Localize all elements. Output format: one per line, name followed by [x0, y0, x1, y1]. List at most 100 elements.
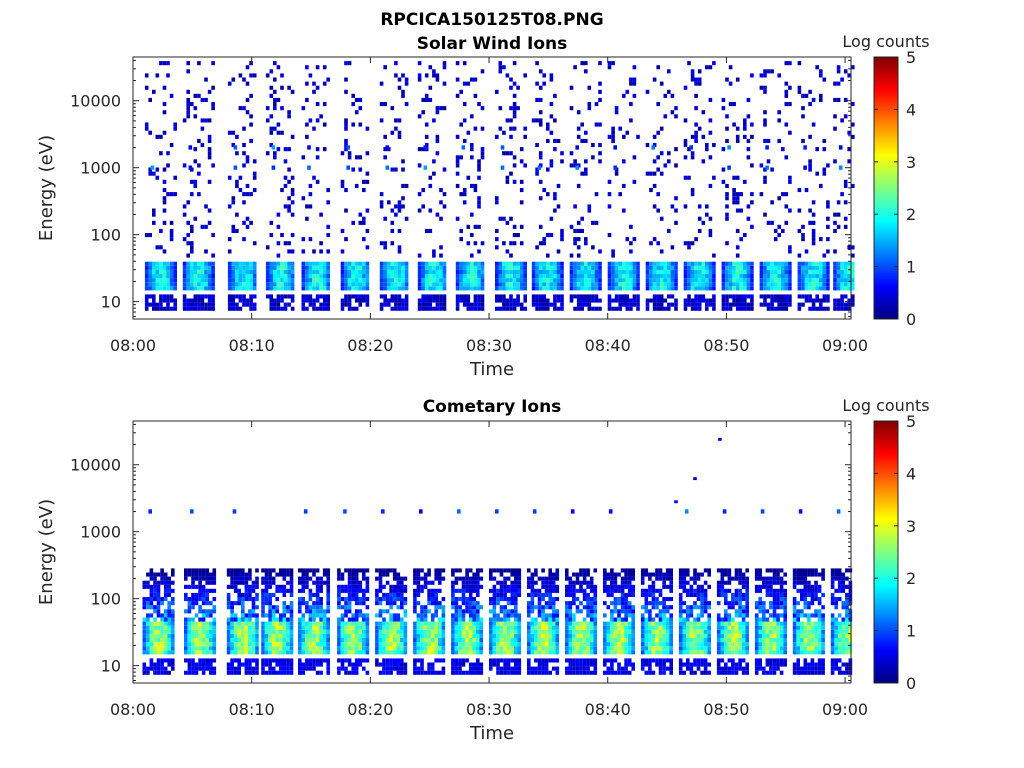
- heatmap-cell: [572, 584, 576, 589]
- heatmap-cell: [455, 269, 460, 274]
- heatmap-cell: [249, 192, 253, 197]
- heatmap-cell: [811, 237, 816, 242]
- heatmap-cell: [358, 642, 363, 647]
- heatmap-cell: [193, 294, 198, 299]
- heatmap-cell: [579, 658, 583, 663]
- heatmap-cell: [808, 265, 812, 270]
- heatmap-cell: [354, 621, 359, 626]
- heatmap-cell: [451, 670, 455, 675]
- heatmap-cell: [155, 261, 160, 266]
- heatmap-cell: [226, 642, 231, 647]
- heatmap-cell: [565, 568, 569, 573]
- heatmap-cell: [468, 580, 473, 585]
- heatmap-cell: [556, 294, 561, 299]
- heatmap-cell: [614, 306, 619, 311]
- heatmap-cell: [326, 278, 330, 283]
- heatmap-cell: [326, 188, 330, 193]
- heatmap-cell: [527, 642, 531, 647]
- heatmap-cell: [163, 666, 168, 671]
- heatmap-cell: [290, 294, 295, 299]
- heatmap-cell: [378, 670, 383, 675]
- heatmap-cell: [413, 588, 417, 593]
- heatmap-cell: [156, 592, 161, 597]
- heatmap-cell: [315, 155, 320, 160]
- heatmap-cell: [305, 122, 309, 127]
- heatmap-cell: [523, 269, 527, 274]
- heatmap-cell: [694, 130, 698, 135]
- heatmap-cell: [144, 302, 149, 307]
- heatmap-cell: [763, 175, 767, 180]
- heatmap-cell: [607, 265, 612, 270]
- heatmap-cell: [282, 658, 287, 663]
- heatmap-cell: [438, 633, 442, 638]
- heatmap-cell: [568, 638, 573, 643]
- heatmap-cell: [231, 269, 236, 274]
- heatmap-cell: [428, 208, 433, 213]
- heatmap-cell: [614, 286, 619, 291]
- heatmap-cell: [645, 274, 650, 279]
- heatmap-cell: [144, 306, 149, 311]
- heatmap-cell: [378, 568, 383, 573]
- heatmap-cell: [194, 592, 199, 597]
- heatmap-cell: [204, 224, 208, 229]
- heatmap-cell: [421, 302, 425, 307]
- heatmap-cell: [670, 274, 675, 279]
- heatmap-cell: [365, 265, 370, 270]
- heatmap-cell: [517, 629, 522, 634]
- heatmap-cell: [319, 646, 323, 651]
- heatmap-cell: [396, 605, 401, 610]
- heatmap-cell: [568, 584, 573, 589]
- heatmap-cell: [186, 269, 190, 274]
- heatmap-cell: [326, 233, 330, 238]
- x-tick-label: 08:20: [347, 336, 393, 355]
- heatmap-cell: [340, 278, 345, 283]
- heatmap-cell: [413, 629, 417, 634]
- heatmap-cell: [261, 646, 265, 651]
- heatmap-cell: [811, 122, 816, 127]
- heatmap-cell: [480, 261, 485, 266]
- heatmap-cell: [441, 633, 446, 638]
- heatmap-cell: [840, 298, 844, 303]
- heatmap-cell: [187, 572, 192, 577]
- heatmap-cell: [568, 621, 573, 626]
- heatmap-cell: [416, 642, 421, 647]
- heatmap-cell: [351, 306, 355, 311]
- heatmap-cell: [159, 302, 163, 307]
- heatmap-cell: [312, 605, 316, 610]
- heatmap-cell: [580, 294, 584, 299]
- heatmap-cell: [337, 621, 341, 626]
- heatmap-cell: [697, 265, 702, 270]
- heatmap-cell: [439, 269, 443, 274]
- heatmap-cell: [365, 642, 370, 647]
- heatmap-cell: [389, 646, 393, 651]
- heatmap-cell: [152, 208, 156, 213]
- heatmap-cell: [417, 208, 422, 213]
- heatmap-cell: [237, 580, 241, 585]
- heatmap-cell: [423, 145, 428, 150]
- heatmap-cell: [255, 638, 259, 643]
- heatmap-cell: [315, 650, 320, 655]
- heatmap-cell: [322, 278, 327, 283]
- heatmap-cell: [264, 613, 269, 618]
- heatmap-cell: [560, 302, 564, 307]
- heatmap-cell: [392, 658, 397, 663]
- heatmap-cell: [538, 224, 543, 229]
- heatmap-cell: [146, 625, 150, 630]
- heatmap-cell: [479, 584, 484, 589]
- heatmap-cell: [322, 658, 327, 663]
- heatmap-cell: [565, 592, 569, 597]
- heatmap-cell: [527, 613, 531, 618]
- heatmap-cell: [273, 89, 277, 94]
- heatmap-cell: [421, 306, 425, 311]
- heatmap-cell: [400, 646, 404, 651]
- heatmap-cell: [510, 621, 514, 626]
- heatmap-cell: [308, 642, 313, 647]
- heatmap-cell: [659, 261, 664, 266]
- heatmap-cell: [191, 638, 195, 643]
- heatmap-cell: [187, 650, 192, 655]
- heatmap-cell: [759, 261, 764, 266]
- heatmap-cell: [451, 650, 455, 655]
- heatmap-cell: [403, 642, 408, 647]
- heatmap-cell: [510, 597, 514, 602]
- heatmap-cell: [750, 265, 754, 270]
